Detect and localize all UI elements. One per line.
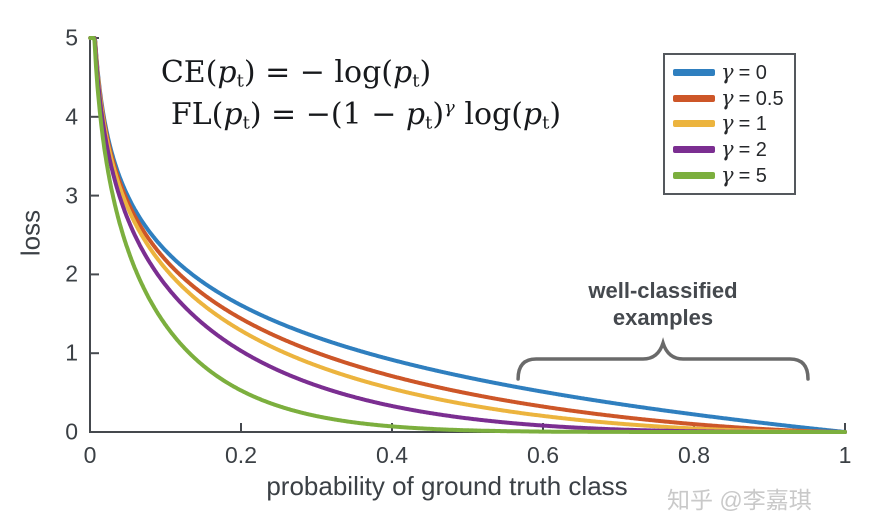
- equation-cross-entropy: CE(pt) = − log(pt): [161, 55, 431, 92]
- equation-token: ): [432, 97, 445, 132]
- y-axis-label: loss: [15, 209, 46, 257]
- y-tick-label: 3: [65, 182, 78, 209]
- x-tick-label: 0.8: [678, 442, 710, 468]
- curve-γ=0.5: [88, 36, 847, 434]
- equation-token: t: [425, 112, 433, 134]
- legend-label-text: = 0: [738, 62, 767, 85]
- equation-token: t: [542, 112, 550, 134]
- legend-label-text: = 1: [738, 113, 767, 136]
- gamma-symbol: γ: [721, 162, 734, 187]
- legend-swatch-gamma-5: [673, 171, 715, 179]
- x-axis-label: probability of ground truth class: [266, 471, 628, 501]
- legend-label-text: = 0.5: [738, 87, 784, 110]
- x-tick-label: 0.2: [225, 442, 257, 468]
- legend-item-gamma-5: γ = 5: [673, 163, 794, 188]
- legend-swatch-gamma-05: [673, 94, 715, 102]
- x-tick-label: 0.4: [376, 442, 408, 468]
- legend-item-gamma-1: γ = 1: [673, 111, 794, 136]
- watermark: 知乎 @李嘉琪: [667, 487, 812, 513]
- equation-token: CE(: [160, 55, 218, 90]
- gamma-symbol: γ: [721, 60, 734, 85]
- equation-focal-loss: FL(pt) = −(1 − pt)γ log(pt): [171, 97, 561, 134]
- equation-token: γ: [444, 97, 455, 119]
- annotation-line-1: well-classified: [588, 278, 738, 303]
- equation-token: t: [412, 70, 420, 92]
- equation-token: t: [236, 70, 244, 92]
- legend-item-gamma-2: γ = 2: [673, 137, 794, 162]
- equation-token: p: [393, 55, 413, 90]
- y-tick-label: 0: [65, 418, 78, 445]
- curve-γ=0: [88, 36, 847, 434]
- equation-token: ) = −(1 −: [249, 97, 406, 132]
- legend-item-gamma-05: γ = 0.5: [673, 86, 794, 111]
- legend: γ = 0 γ = 0.5 γ = 1 γ = 2 γ = 5: [663, 53, 796, 195]
- equation-token: − log(: [299, 55, 394, 90]
- equation-token: ) =: [243, 55, 300, 90]
- legend-swatch-gamma-0: [673, 69, 715, 77]
- y-tick-label: 2: [65, 260, 78, 287]
- x-tick-label: 0.6: [527, 442, 559, 468]
- equation-token: p: [217, 55, 237, 90]
- legend-swatch-gamma-2: [673, 146, 715, 154]
- legend-label-text: = 2: [738, 139, 767, 162]
- annotation-well-classified: well-classified examples: [588, 277, 737, 331]
- y-tick-label: 1: [65, 339, 78, 366]
- equation-token: ): [549, 97, 562, 132]
- equation-token: p: [223, 97, 243, 132]
- legend-item-gamma-0: γ = 0: [673, 60, 794, 85]
- equation-token: ): [419, 55, 432, 90]
- legend-swatch-gamma-1: [673, 120, 715, 128]
- annotation-line-2: examples: [612, 305, 714, 330]
- legend-label-text: = 5: [738, 164, 767, 187]
- y-tick-label: 4: [65, 103, 78, 130]
- x-tick-label: 1: [838, 442, 852, 468]
- equation-token: FL(: [170, 97, 224, 132]
- equation-token: log(: [454, 97, 523, 132]
- equation-token: t: [242, 112, 250, 134]
- curve-γ=5: [88, 36, 847, 434]
- equation-token: p: [405, 97, 426, 132]
- gamma-symbol: γ: [721, 85, 734, 110]
- y-tick-label: 5: [65, 24, 78, 51]
- x-tick-label: 0: [83, 442, 97, 468]
- equation-token: p: [522, 97, 543, 132]
- brace-well-classified: [516, 337, 810, 381]
- gamma-symbol: γ: [721, 111, 734, 136]
- gamma-symbol: γ: [721, 137, 734, 162]
